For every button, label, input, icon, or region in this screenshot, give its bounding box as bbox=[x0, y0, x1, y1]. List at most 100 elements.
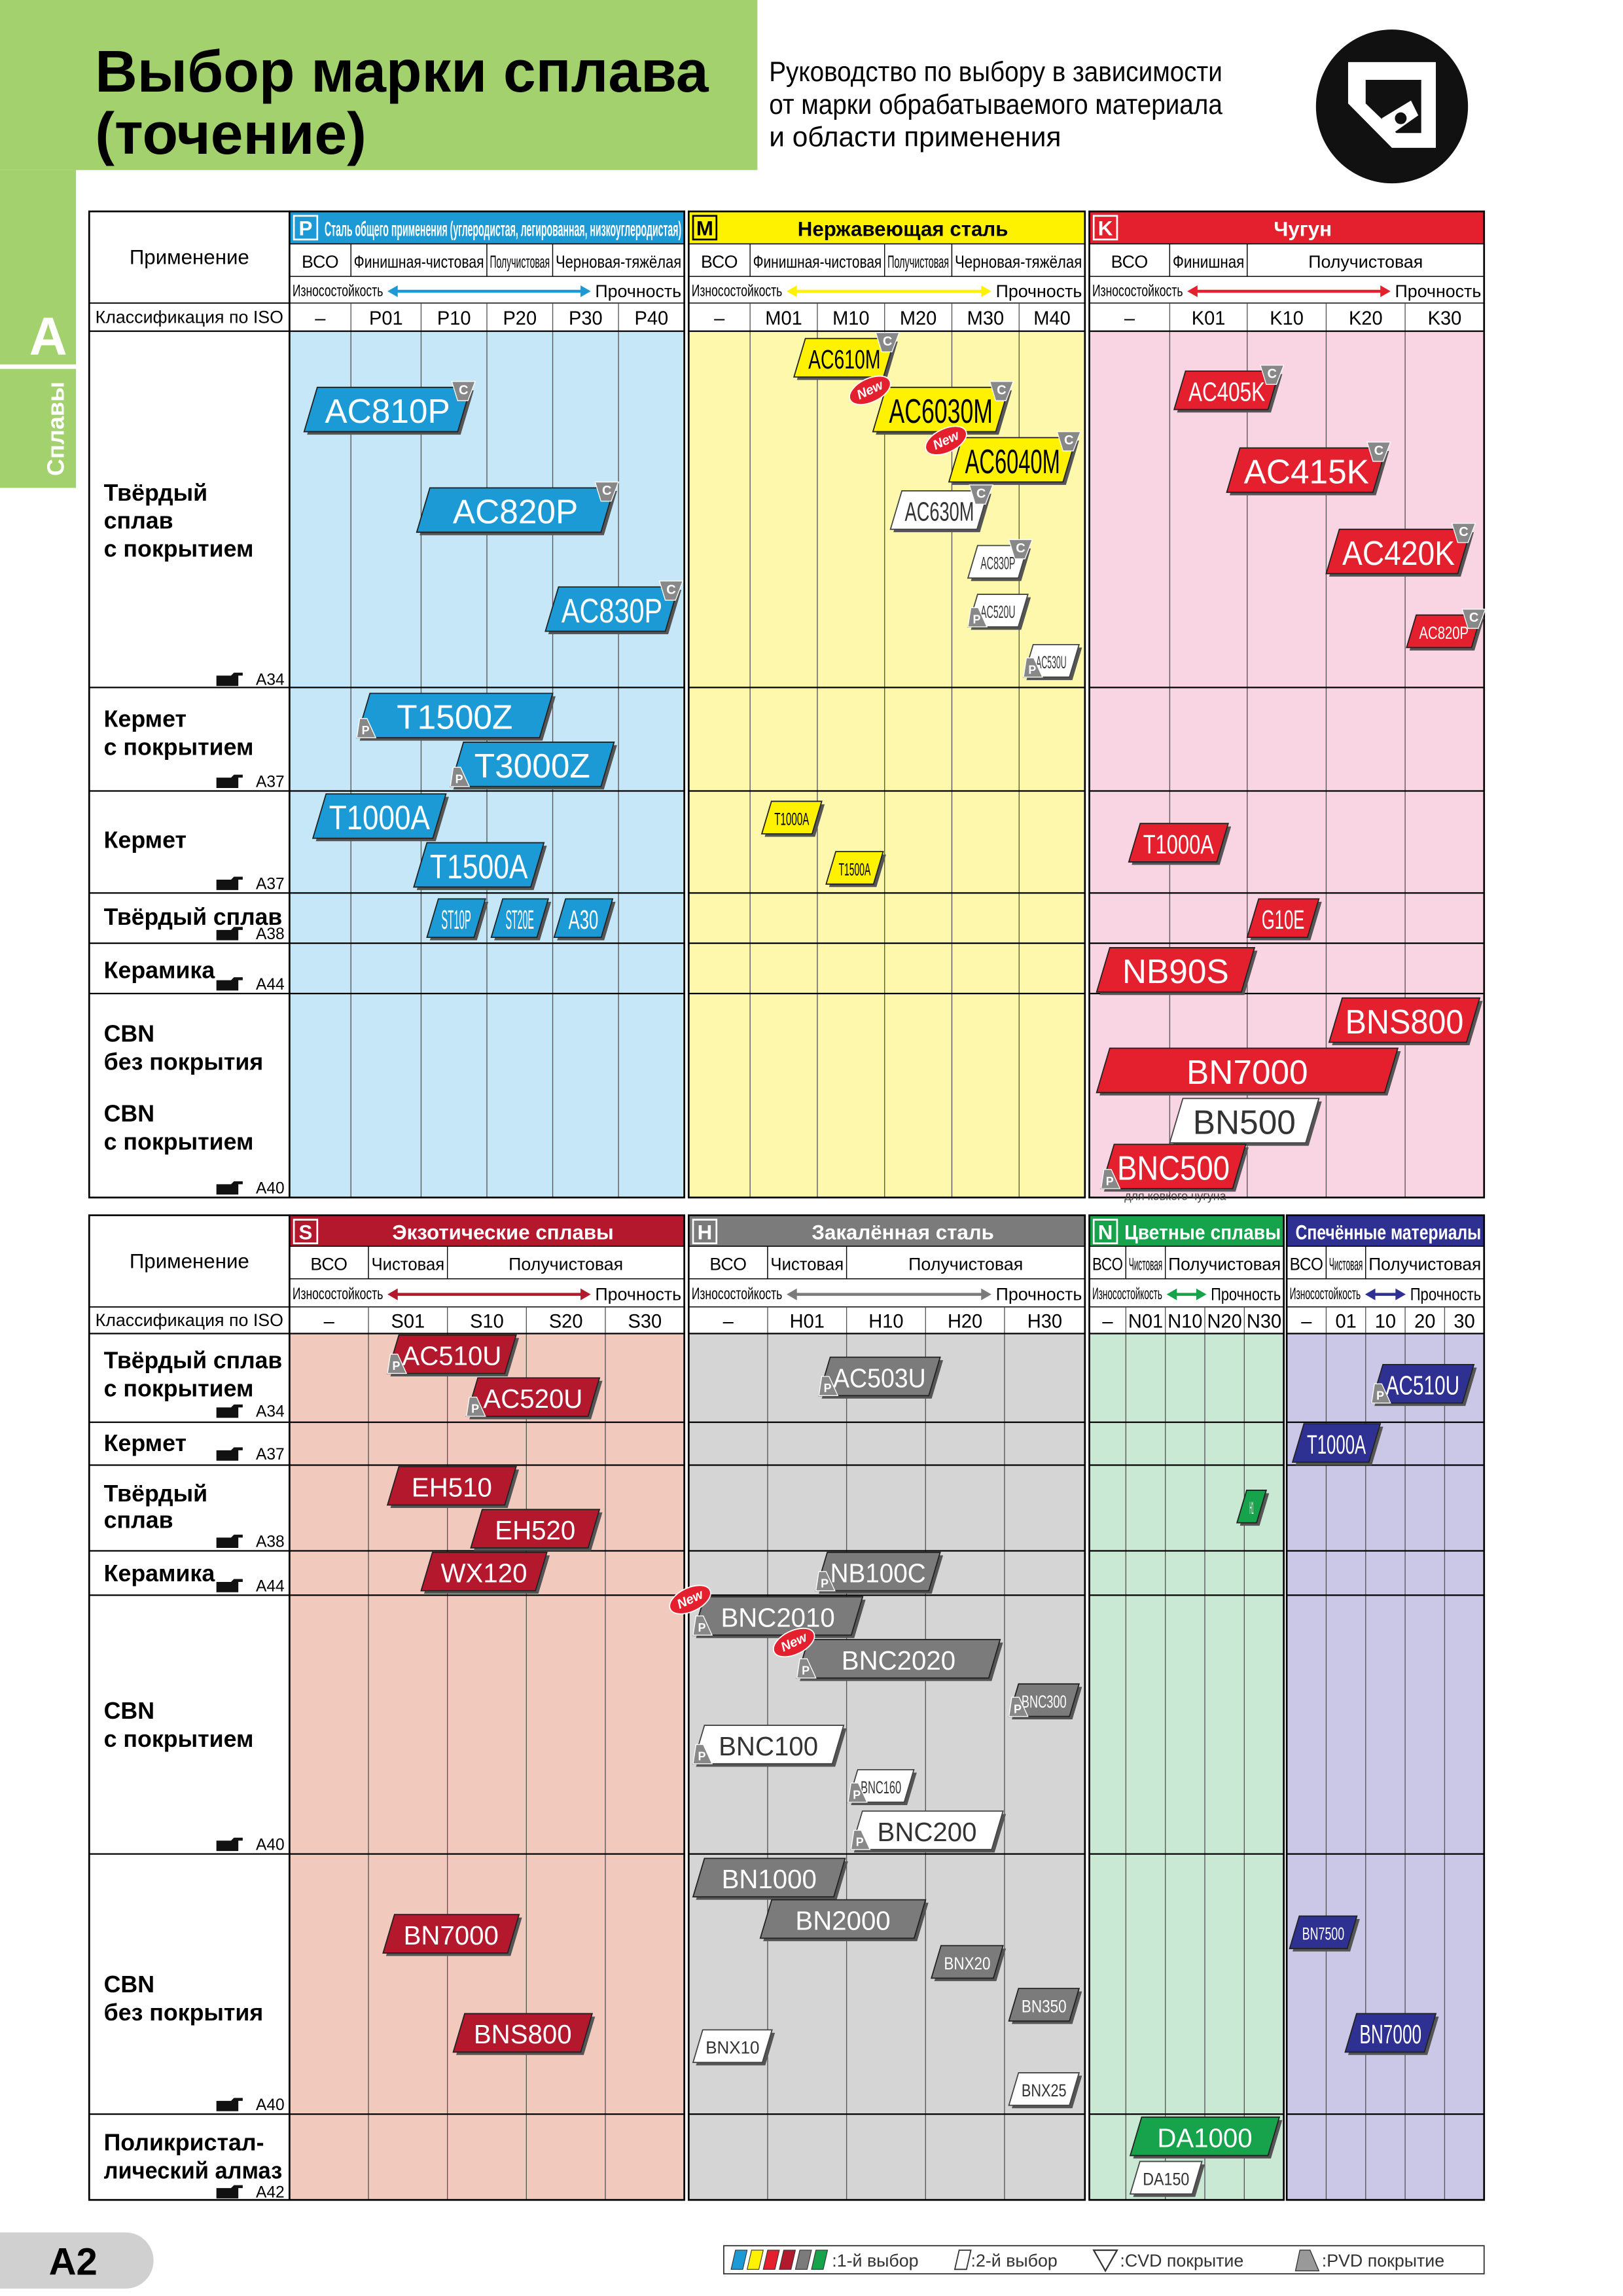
grade-badge bbox=[1226, 447, 1387, 493]
grade-label: T1000A bbox=[774, 809, 809, 829]
cvd-marker bbox=[1451, 522, 1476, 543]
strength-label: Прочность bbox=[1410, 1285, 1482, 1304]
grade-label: AC415K bbox=[1244, 452, 1369, 490]
coating-mark: P bbox=[821, 1577, 829, 1590]
row-ref: A40 bbox=[256, 2096, 285, 2114]
pvd-marker bbox=[1370, 1383, 1391, 1404]
row-ref: A44 bbox=[256, 976, 285, 994]
legend-swatch bbox=[762, 2250, 780, 2270]
grade-badge bbox=[1236, 1490, 1268, 1524]
iso-row bbox=[688, 302, 1086, 332]
row-label: Твёрдый bbox=[104, 1480, 207, 1507]
group-outline bbox=[289, 1214, 685, 2201]
legend-text: :PVD покрытие bbox=[1322, 2251, 1444, 2270]
row-ref: A44 bbox=[256, 1577, 285, 1595]
grade-badge bbox=[382, 1914, 520, 1954]
group-outline bbox=[1088, 1214, 1285, 2201]
wear-label: Износостойкость bbox=[692, 1285, 783, 1303]
row-label: сплав bbox=[104, 507, 173, 534]
iso-class: – bbox=[1102, 1311, 1113, 1332]
group-letter: K bbox=[1098, 217, 1113, 240]
ref-icon bbox=[216, 1181, 243, 1195]
arrow-head bbox=[787, 1288, 797, 1300]
application-cell bbox=[486, 243, 554, 278]
row-label: CBN bbox=[104, 1971, 154, 1998]
grade-label: AC520U bbox=[980, 602, 1015, 622]
iso-class: 30 bbox=[1454, 1311, 1474, 1332]
row-ref: A37 bbox=[256, 773, 285, 791]
grade-label: AC810P bbox=[325, 392, 450, 430]
legend-swatch bbox=[779, 2250, 796, 2270]
row-ref: A37 bbox=[256, 1446, 285, 1463]
grade-badge bbox=[1128, 823, 1229, 863]
application-cell bbox=[289, 243, 351, 278]
grade-label: BNC2010 bbox=[721, 1602, 834, 1632]
grade-label: BNX10 bbox=[705, 2037, 759, 2057]
application-label: Получистовая bbox=[490, 252, 550, 272]
legend-cvd bbox=[1092, 2249, 1118, 2272]
grade-badge bbox=[416, 487, 615, 533]
pvd-marker bbox=[692, 1744, 713, 1765]
legend-swatch bbox=[730, 2250, 748, 2270]
grade-badge bbox=[1328, 997, 1481, 1043]
grade-badge bbox=[1096, 1047, 1399, 1094]
coating-mark: P bbox=[362, 724, 370, 737]
cvd-marker bbox=[1461, 608, 1486, 629]
section-label: Сплавы bbox=[43, 382, 69, 476]
arrow-head bbox=[1187, 285, 1198, 298]
logo-hole bbox=[1395, 112, 1407, 124]
application-cell bbox=[1325, 1246, 1366, 1280]
grade-label: BNC500 bbox=[1117, 1149, 1230, 1187]
arrow-head bbox=[580, 1288, 591, 1300]
application-cell bbox=[1125, 1246, 1166, 1280]
ref-icon bbox=[216, 977, 243, 991]
grade-label: BNC160 bbox=[861, 1778, 901, 1797]
row-label: с покрытием bbox=[104, 535, 254, 562]
grade-badge bbox=[759, 1899, 927, 1939]
wear-label: Износостойкость bbox=[1092, 282, 1183, 300]
coating-mark: P bbox=[698, 1621, 705, 1634]
iso-class: K10 bbox=[1270, 308, 1304, 329]
application-label: ВСО bbox=[709, 1254, 747, 1274]
row-ref: A40 bbox=[256, 1180, 285, 1198]
application-header: Применение bbox=[130, 245, 249, 268]
legend-pvd bbox=[1294, 2250, 1320, 2272]
grade-label: BN7000 bbox=[1186, 1053, 1308, 1091]
application-label: Черновая-тяжёлая bbox=[955, 252, 1082, 272]
application-cell bbox=[368, 1246, 448, 1280]
grade-label: T1000A bbox=[1307, 1429, 1366, 1460]
grade-badge bbox=[1096, 947, 1256, 993]
pvd-marker bbox=[796, 1658, 817, 1679]
row-label: без покрытия bbox=[104, 1999, 264, 2026]
grade-label: DA1000 bbox=[1157, 2123, 1252, 2153]
coating-mark: P bbox=[1376, 1389, 1384, 1402]
ref-icon bbox=[216, 1404, 243, 1418]
grade-badge bbox=[1291, 1423, 1382, 1463]
row-label: CBN bbox=[104, 1697, 154, 1724]
ref-icon bbox=[216, 1447, 243, 1461]
cvd-marker bbox=[989, 381, 1014, 401]
row-label: Твёрдый bbox=[104, 479, 207, 506]
application-cell bbox=[1088, 243, 1171, 278]
iso-class: 01 bbox=[1335, 1311, 1356, 1332]
arrow-head bbox=[981, 1288, 991, 1300]
cvd-marker bbox=[594, 481, 620, 502]
legend-text: :CVD покрытие bbox=[1120, 2251, 1243, 2270]
grade-label: BN1000 bbox=[722, 1864, 817, 1894]
iso-row bbox=[688, 1306, 1086, 1335]
group-body bbox=[1287, 1333, 1484, 2200]
grade-badge bbox=[760, 800, 823, 834]
iso-class: M30 bbox=[967, 308, 1004, 329]
arrow-head bbox=[1166, 1288, 1177, 1300]
group-letter-box bbox=[1092, 215, 1118, 241]
row-ref: A38 bbox=[256, 1533, 285, 1551]
grade-label: AC530U bbox=[1036, 653, 1066, 672]
arrow-head bbox=[1380, 285, 1391, 298]
row-ref: A42 bbox=[256, 2183, 285, 2201]
legend-swatch bbox=[811, 2250, 829, 2270]
application-label: ВСО bbox=[302, 252, 339, 272]
grade-label: AC510U bbox=[402, 1340, 501, 1371]
label-column bbox=[88, 210, 291, 1199]
coating-mark: P bbox=[1028, 663, 1036, 676]
